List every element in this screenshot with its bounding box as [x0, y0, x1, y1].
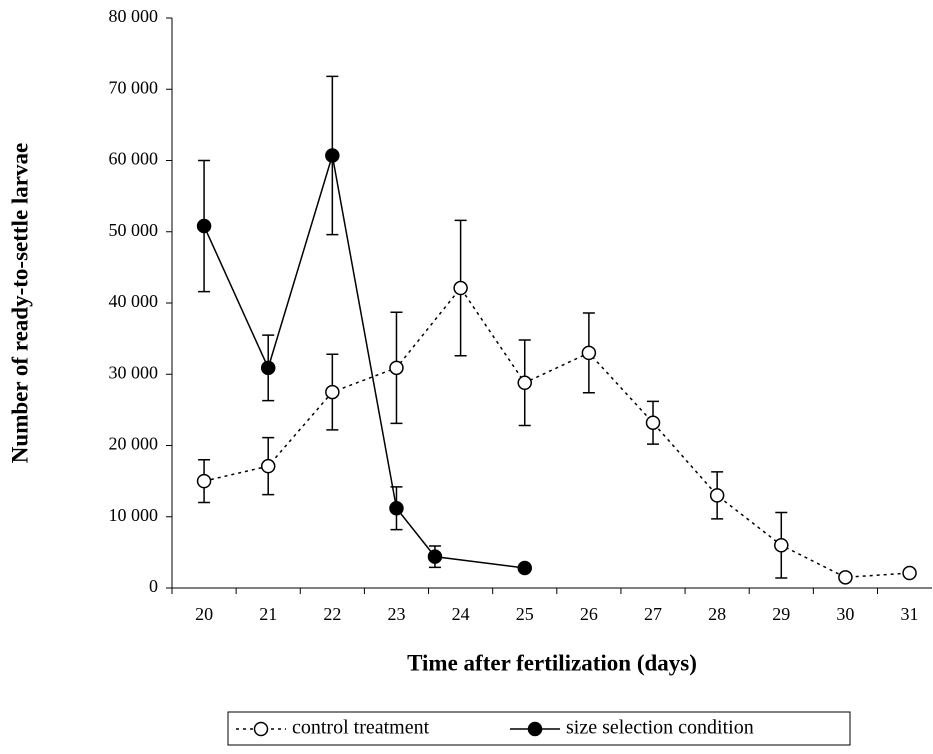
data-point: [260, 360, 276, 376]
legend-label: size selection condition: [566, 717, 754, 739]
legend-label: control treatment: [292, 717, 430, 739]
legend-marker: [527, 721, 543, 737]
x-tick-label: 24: [452, 604, 470, 624]
data-point: [774, 538, 789, 553]
y-tick-label: 50 000: [109, 220, 159, 240]
data-point: [453, 280, 468, 296]
series-line: [203, 155, 525, 569]
data-point: [581, 345, 597, 361]
y-tick-label: 60 000: [109, 149, 159, 169]
y-tick-label: 30 000: [109, 362, 159, 382]
y-tick-label: 40 000: [109, 291, 159, 311]
x-tick-label: 29: [772, 604, 790, 624]
x-tick-label: 30: [836, 604, 854, 624]
data-point: [325, 148, 340, 163]
y-tick-label: 10 000: [109, 505, 159, 525]
y-tick-label: 70 000: [109, 77, 159, 97]
legend-marker: [253, 721, 269, 737]
data-point: [902, 565, 917, 581]
x-tick-label: 27: [644, 604, 662, 624]
data-point: [517, 560, 532, 576]
data-point: [389, 500, 404, 516]
legend-box: [227, 711, 851, 746]
data-point: [709, 488, 725, 503]
x-tick-label: 31: [901, 604, 919, 624]
x-tick-label: 28: [708, 604, 726, 624]
y-axis-title: Number of ready-to-settle larvae: [7, 143, 32, 463]
x-tick-label: 20: [195, 604, 213, 624]
data-point: [838, 570, 853, 585]
x-tick-label: 21: [259, 604, 277, 624]
y-tick-label: 0: [149, 576, 158, 596]
x-tick-label: 26: [580, 604, 598, 624]
data-point: [389, 360, 404, 376]
data-point: [196, 473, 212, 489]
data-point: [196, 218, 212, 234]
x-tick-label: 22: [323, 604, 341, 624]
data-point: [260, 458, 276, 474]
data-point: [427, 549, 443, 564]
x-axis-title: Time after fertilization (days): [407, 650, 697, 675]
y-tick-label: 80 000: [109, 6, 159, 26]
data-point: [325, 384, 340, 400]
series-line: [203, 286, 910, 579]
x-tick-label: 25: [516, 604, 534, 624]
x-tick-label: 23: [387, 604, 405, 624]
data-point: [517, 375, 532, 391]
y-tick-label: 20 000: [109, 434, 159, 454]
data-point: [645, 415, 661, 430]
